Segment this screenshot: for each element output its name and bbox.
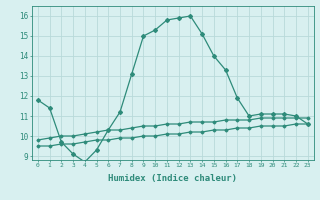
X-axis label: Humidex (Indice chaleur): Humidex (Indice chaleur) [108, 174, 237, 183]
